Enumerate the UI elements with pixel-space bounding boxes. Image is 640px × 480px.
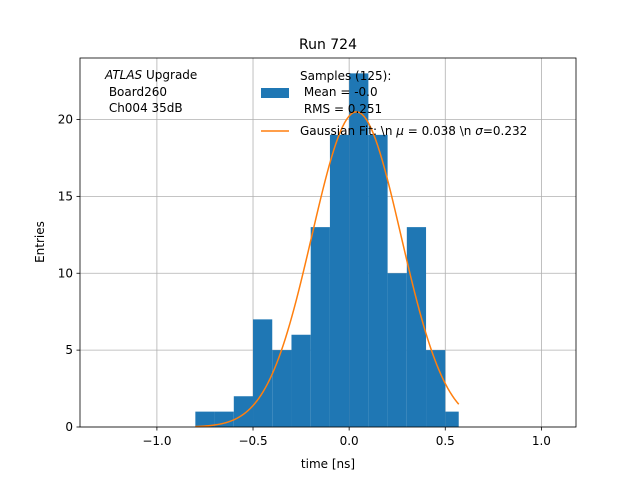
histogram-bar-3 — [253, 319, 273, 427]
plot-frame — [79, 57, 577, 428]
x-tick-label: 1.0 — [532, 434, 551, 448]
x-tick-label: −1.0 — [142, 434, 171, 448]
gaussian-fit-line — [195, 111, 460, 428]
legend-samples-line2: Mean = -0.0 — [300, 85, 378, 99]
histogram-bar-8 — [349, 73, 369, 427]
legend-samples-line1: Samples (125): — [300, 69, 391, 83]
annotation-upgrade: Upgrade — [142, 68, 197, 82]
histogram-bar-5 — [291, 334, 311, 427]
y-tick-label: 0 — [65, 420, 73, 434]
legend-histogram-swatch — [261, 88, 289, 98]
y-axis-label: Entries — [33, 221, 47, 263]
y-axis-ticks: 0 5 10 15 20 — [58, 113, 80, 434]
histogram-bar-10 — [387, 273, 407, 427]
y-tick-label: 5 — [65, 343, 73, 357]
y-tick-label: 20 — [58, 113, 73, 127]
histogram-bar-0 — [195, 411, 215, 427]
x-tick-label: −0.5 — [238, 434, 267, 448]
histogram-bar-13 — [445, 411, 459, 427]
histogram-bars — [195, 73, 459, 427]
x-tick-label: 0.5 — [436, 434, 455, 448]
atlas-annotation: ATLAS Upgrade Board260 Ch004 35dB — [104, 68, 197, 115]
histogram-bar-12 — [426, 350, 446, 427]
atlas-label: ATLAS — [104, 68, 143, 82]
y-tick-label: 10 — [58, 266, 73, 280]
legend-fit-label: Gaussian Fit: \n μ = 0.038 \n σ=0.232 — [300, 124, 527, 138]
histogram-bar-9 — [368, 134, 388, 427]
histogram-bar-6 — [310, 227, 330, 427]
y-tick-label: 15 — [58, 189, 73, 203]
histogram-bar-7 — [329, 134, 350, 427]
x-axis-ticks: −1.0 −0.5 0.0 0.5 1.0 — [142, 427, 551, 448]
histogram-bar-4 — [272, 350, 292, 427]
annotation-channel: Ch004 35dB — [105, 101, 183, 115]
histogram-bar-1 — [214, 411, 234, 427]
annotation-board: Board260 — [105, 85, 167, 99]
svg-text:ATLAS Upgrade: ATLAS Upgrade — [104, 68, 197, 82]
legend-samples-line3: RMS = 0.251 — [300, 102, 382, 116]
histogram-bar-11 — [406, 227, 427, 427]
x-axis-label: time [ns] — [301, 457, 355, 471]
x-tick-label: 0.0 — [340, 434, 359, 448]
legend: Samples (125): Mean = -0.0 RMS = 0.251 G… — [261, 69, 527, 138]
histogram-bar-2 — [233, 396, 254, 427]
chart-title: Run 724 — [299, 37, 357, 53]
